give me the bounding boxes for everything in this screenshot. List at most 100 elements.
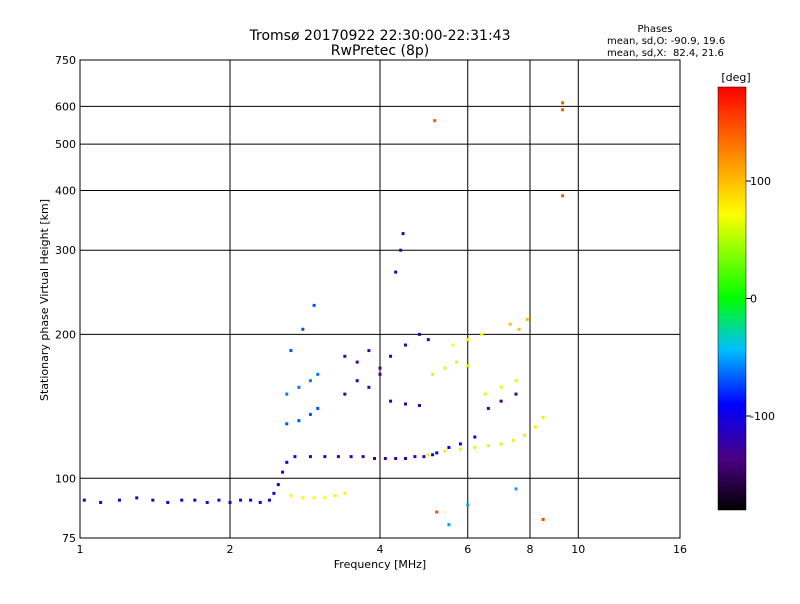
data-point bbox=[427, 453, 430, 456]
colorbar-tick-label: 0 bbox=[750, 293, 757, 306]
data-point bbox=[500, 442, 503, 445]
data-point bbox=[193, 499, 196, 502]
data-point bbox=[394, 271, 397, 274]
data-point bbox=[289, 494, 292, 497]
colorbar bbox=[718, 87, 746, 510]
data-point bbox=[313, 496, 316, 499]
data-point bbox=[418, 404, 421, 407]
data-points bbox=[83, 101, 564, 526]
data-point bbox=[466, 364, 469, 367]
axis-ticks: 1 2 4 6 8 10 16 75 100 200 300 400 500 600 750 bbox=[55, 54, 687, 556]
data-point bbox=[542, 518, 545, 521]
data-point bbox=[418, 333, 421, 336]
data-point bbox=[118, 499, 121, 502]
data-point bbox=[459, 442, 462, 445]
x-tick-label: 2 bbox=[227, 543, 234, 556]
data-point bbox=[433, 119, 436, 122]
ionogram-chart: Tromsø 20170922 22:30:00-22:31:43 RwPret… bbox=[0, 0, 800, 600]
chart-title: Tromsø 20170922 22:30:00-22:31:43 bbox=[249, 28, 511, 44]
data-point bbox=[404, 344, 407, 347]
data-point bbox=[404, 457, 407, 460]
data-point bbox=[526, 318, 529, 321]
data-point bbox=[343, 393, 346, 396]
data-point bbox=[313, 304, 316, 307]
data-point bbox=[500, 386, 503, 389]
data-point bbox=[515, 393, 518, 396]
colorbar-ticks: 100 0 -100 bbox=[746, 175, 775, 423]
data-point bbox=[268, 499, 271, 502]
x-tick-label: 1 bbox=[77, 543, 84, 556]
data-point bbox=[373, 457, 376, 460]
x-tick-label: 16 bbox=[673, 543, 687, 556]
data-point bbox=[480, 333, 483, 336]
y-axis-label: Stationary phase Virtual Height [km] bbox=[38, 199, 51, 401]
data-point bbox=[281, 471, 284, 474]
data-point bbox=[343, 492, 346, 495]
data-point bbox=[309, 455, 312, 458]
y-tick-label: 200 bbox=[55, 328, 76, 341]
data-point bbox=[404, 403, 407, 406]
data-point bbox=[473, 435, 476, 438]
ionogram-figure: Tromsø 20170922 22:30:00-22:31:43 RwPret… bbox=[0, 0, 800, 600]
data-point bbox=[447, 523, 450, 526]
data-point bbox=[135, 496, 138, 499]
x-axis-label: Frequency [MHz] bbox=[334, 558, 426, 571]
data-point bbox=[399, 249, 402, 252]
data-point bbox=[99, 501, 102, 504]
data-point bbox=[151, 499, 154, 502]
data-point bbox=[466, 503, 469, 506]
data-point bbox=[249, 499, 252, 502]
data-point bbox=[350, 455, 353, 458]
data-point bbox=[427, 338, 430, 341]
data-point bbox=[323, 455, 326, 458]
data-point bbox=[301, 496, 304, 499]
data-point bbox=[229, 501, 232, 504]
data-point bbox=[356, 361, 359, 364]
x-tick-label: 4 bbox=[377, 543, 384, 556]
data-point bbox=[451, 344, 454, 347]
y-tick-label: 400 bbox=[55, 184, 76, 197]
data-point bbox=[443, 450, 446, 453]
y-tick-label: 300 bbox=[55, 244, 76, 257]
data-point bbox=[389, 355, 392, 358]
y-tick-label: 750 bbox=[55, 54, 76, 67]
data-point bbox=[367, 386, 370, 389]
data-point bbox=[316, 373, 319, 376]
data-point bbox=[285, 422, 288, 425]
data-point bbox=[561, 194, 564, 197]
data-point bbox=[293, 455, 296, 458]
data-point bbox=[301, 328, 304, 331]
data-point bbox=[272, 492, 275, 495]
phase-box-o-line: mean, sd,O: -90.9, 19.6 bbox=[607, 36, 725, 47]
data-point bbox=[487, 444, 490, 447]
data-point bbox=[459, 448, 462, 451]
data-point bbox=[316, 407, 319, 410]
data-point bbox=[431, 373, 434, 376]
data-point bbox=[285, 393, 288, 396]
data-point bbox=[443, 367, 446, 370]
data-point bbox=[362, 455, 365, 458]
data-point bbox=[435, 511, 438, 514]
data-point bbox=[466, 338, 469, 341]
data-point bbox=[180, 499, 183, 502]
data-point bbox=[337, 455, 340, 458]
data-point bbox=[334, 494, 337, 497]
colorbar-tick-label: 100 bbox=[750, 175, 771, 188]
data-point bbox=[542, 416, 545, 419]
data-point bbox=[473, 446, 476, 449]
data-point bbox=[323, 496, 326, 499]
data-point bbox=[389, 400, 392, 403]
grid-lines bbox=[80, 60, 680, 538]
data-point bbox=[413, 455, 416, 458]
y-tick-label: 600 bbox=[55, 100, 76, 113]
x-tick-label: 10 bbox=[571, 543, 585, 556]
y-tick-label: 75 bbox=[62, 532, 76, 545]
data-point bbox=[166, 501, 169, 504]
data-point bbox=[534, 426, 537, 429]
y-tick-label: 500 bbox=[55, 138, 76, 151]
data-point bbox=[285, 461, 288, 464]
data-point bbox=[515, 487, 518, 490]
data-point bbox=[500, 400, 503, 403]
data-point bbox=[384, 457, 387, 460]
data-point bbox=[431, 453, 434, 456]
